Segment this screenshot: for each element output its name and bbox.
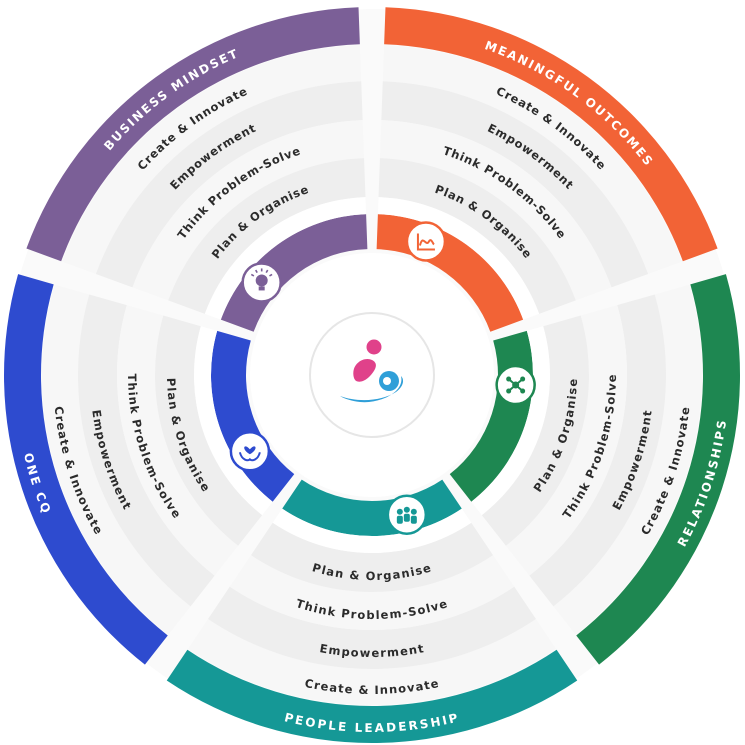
ring-segment-business-mindset-2 bbox=[95, 81, 363, 288]
ring-segment-one-cq-3 bbox=[117, 305, 239, 576]
chart-line-icon bbox=[405, 221, 447, 262]
inner-arc-one-cq bbox=[211, 330, 295, 502]
center-logo bbox=[250, 253, 494, 497]
lightbulb-icon bbox=[241, 262, 282, 303]
ring-segment-business-mindset-4 bbox=[168, 158, 366, 314]
ring-segment-one-cq-1 bbox=[42, 284, 191, 635]
team-icon bbox=[386, 494, 428, 535]
section-band-people-leadership bbox=[166, 649, 578, 743]
section-band-one-cq bbox=[3, 274, 168, 665]
ring-segment-people-leadership-3 bbox=[229, 555, 515, 630]
ring-segment-people-leadership-4 bbox=[250, 522, 494, 592]
ring-segment-meaningful-outcomes-2 bbox=[381, 81, 649, 288]
network-icon bbox=[495, 364, 536, 406]
ring-segment-meaningful-outcomes-4 bbox=[378, 158, 576, 314]
cq-logo-icon bbox=[340, 339, 404, 403]
section-band-meaningful-outcomes bbox=[384, 7, 718, 262]
ring-label: Create & Innovate bbox=[304, 676, 441, 697]
section-band-relationships bbox=[576, 274, 740, 665]
section-band-business-mindset bbox=[26, 7, 360, 262]
care-hands-icon bbox=[229, 431, 271, 472]
ring-segment-relationships-3 bbox=[505, 305, 627, 576]
section-icons bbox=[229, 221, 536, 535]
ring-segment-one-cq-4 bbox=[154, 315, 263, 546]
ring-segments bbox=[42, 45, 702, 705]
logo-ring bbox=[309, 312, 435, 438]
ring-segment-relationships-4 bbox=[481, 315, 589, 546]
ring-segment-meaningful-outcomes-1 bbox=[382, 45, 682, 274]
ring-segment-relationships-1 bbox=[553, 284, 702, 635]
ring-label: Empowerment bbox=[319, 641, 426, 660]
inner-arc-business-mindset bbox=[220, 214, 368, 332]
ring-segment-people-leadership-2 bbox=[208, 586, 536, 669]
ring-segment-relationships-2 bbox=[529, 294, 666, 607]
ring-segment-people-leadership-1 bbox=[187, 619, 557, 705]
ring-segment-business-mindset-3 bbox=[132, 120, 365, 301]
ring-segment-business-mindset-1 bbox=[62, 45, 362, 274]
outer-section-bands bbox=[3, 7, 740, 743]
ring-segment-meaningful-outcomes-3 bbox=[379, 120, 612, 301]
ring-segment-one-cq-2 bbox=[78, 294, 215, 607]
